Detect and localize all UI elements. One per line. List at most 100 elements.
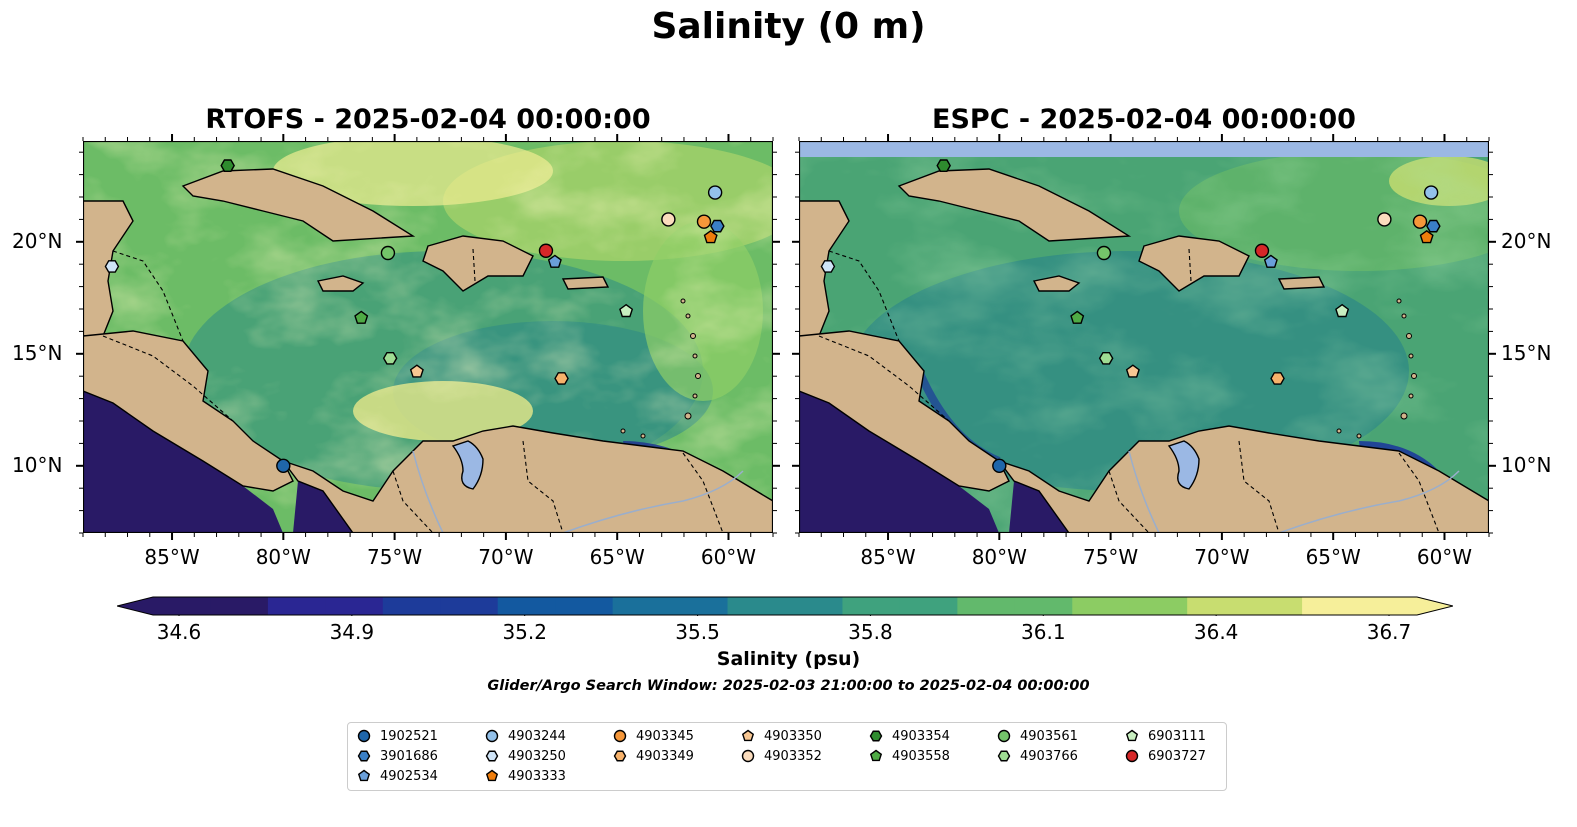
legend-item-4902534: 4902534 (356, 766, 438, 786)
legend-marker-icon (1125, 729, 1139, 742)
lon-tick-label: 75°W (366, 545, 423, 569)
float-marker-4903349 (554, 372, 569, 385)
legend-marker-icon (485, 769, 499, 782)
legend-item-4903352: 4903352 (740, 746, 822, 766)
float-marker-4903561 (1096, 245, 1112, 261)
colorbar-segment (1072, 597, 1131, 615)
float-marker-3901686 (710, 219, 725, 233)
float-marker-4903244 (707, 185, 723, 200)
colorbar-tick-label: 36.7 (1366, 620, 1412, 644)
colorbar-segment (957, 597, 1016, 615)
float-marker-4902534 (547, 254, 562, 268)
colorbar-segment (1014, 597, 1073, 615)
float-marker-6903111 (1335, 303, 1350, 318)
rivers (412, 450, 744, 533)
float-marker-4903354 (220, 159, 235, 172)
legend-label: 4903766 (1020, 748, 1078, 764)
float-legend: 1902521 3901686 4902534 4903244 4903250 49033… (347, 722, 1227, 791)
legend-label: 4903354 (892, 728, 950, 744)
legend-marker-icon (741, 729, 755, 742)
colorbar-segment (1187, 597, 1246, 615)
lesser-antilles (620, 298, 701, 439)
colorbar-segment (440, 597, 499, 615)
legend-item-1902521: 1902521 (356, 726, 438, 746)
pacific-low-salinity (83, 391, 283, 533)
legend-label: 4902534 (380, 768, 438, 784)
colorbar-tick-label: 34.9 (329, 620, 375, 644)
float-marker-6903727 (1254, 243, 1270, 258)
colorbar-extend-low (117, 597, 153, 615)
lat-tick-label: 15°N (12, 340, 63, 365)
legend-item-4903345: 4903345 (612, 726, 694, 746)
lon-tick-label: 65°W (1305, 545, 1361, 569)
legend-label: 4903561 (1020, 728, 1078, 744)
colorbar-segment (555, 597, 614, 615)
colorbar-segment (210, 597, 269, 615)
legend-marker-icon (357, 729, 371, 743)
legend-label: 4903250 (508, 748, 566, 764)
lon-tick-label: 85°W (144, 545, 200, 569)
colorbar (117, 596, 1453, 616)
lat-tick-label: 10°N (1501, 452, 1552, 477)
legend-item-4903333: 4903333 (484, 766, 566, 786)
colorbar-segment (1244, 597, 1303, 615)
colorbar-tick-label: 36.4 (1193, 620, 1239, 644)
colorbar-label: Salinity (psu) (716, 648, 861, 670)
float-marker-4903345 (1412, 214, 1428, 229)
legend-item-3901686: 3901686 (356, 746, 438, 766)
legend-label: 4903333 (508, 768, 566, 784)
colorbar-tick-label: 35.2 (502, 620, 547, 644)
float-marker-1902521 (276, 458, 291, 473)
colorbar-tick-label: 36.1 (1021, 620, 1066, 644)
panel-title-espc: ESPC - 2025-02-04 00:00:00 (932, 104, 1356, 135)
lat-tick-label: 20°N (12, 228, 63, 253)
colorbar-segment (382, 597, 441, 615)
lat-tick-label: 10°N (12, 452, 63, 477)
legend-item-4903561: 4903561 (996, 726, 1078, 746)
colorbar-tick-label: 35.5 (675, 620, 720, 644)
float-marker-4902534 (1263, 254, 1278, 268)
legend-marker-icon (357, 769, 371, 782)
colorbar-tick-label: 34.6 (156, 620, 202, 644)
float-marker-4903350 (1125, 364, 1140, 378)
legend-item-4903250: 4903250 (484, 746, 566, 766)
legend-label: 6903111 (1148, 728, 1206, 744)
lat-tick-label: 20°N (1501, 228, 1552, 253)
float-marker-4903558 (354, 310, 369, 324)
float-marker-4903352 (1377, 212, 1392, 227)
float-marker-4903250 (104, 260, 120, 273)
colorbar-segment (153, 597, 211, 615)
float-marker-4903350 (409, 364, 424, 378)
lon-tick-label: 60°W (700, 545, 757, 569)
lon-tick-label: 60°W (1416, 545, 1473, 569)
lon-tick-label: 80°W (971, 545, 1027, 569)
legend-label: 6903727 (1148, 748, 1206, 764)
lon-tick-label: 75°W (1082, 545, 1139, 569)
colorbar-segment (1302, 597, 1361, 615)
float-marker-6903111 (619, 303, 634, 318)
colorbar-segment (1359, 597, 1418, 615)
float-marker-4903558 (1070, 310, 1085, 324)
legend-label: 4903350 (764, 728, 822, 744)
colorbar-segment (842, 597, 901, 615)
legend-marker-icon (485, 729, 499, 743)
colorbar-segment (267, 597, 326, 615)
lon-tick-label: 80°W (255, 545, 311, 569)
legend-item-4903354: 4903354 (868, 726, 950, 746)
float-marker-4903354 (936, 159, 951, 172)
legend-marker-icon (1125, 749, 1139, 763)
country-borders (102, 248, 724, 533)
float-marker-4903333 (703, 229, 718, 244)
legend-item-4903244: 4903244 (484, 726, 566, 746)
legend-marker-icon (485, 750, 499, 762)
float-marker-3901686 (1426, 219, 1441, 233)
float-marker-4903250 (820, 260, 836, 273)
map-espc (799, 141, 1489, 533)
float-markers-espc (820, 159, 1441, 473)
panel-title-rtofs: RTOFS - 2025-02-04 00:00:00 (205, 104, 651, 135)
float-marker-4903352 (661, 212, 676, 227)
figure-title: Salinity (0 m) (651, 6, 926, 47)
lat-tick-label: 15°N (1501, 340, 1552, 365)
colorbar-segment (670, 597, 729, 615)
